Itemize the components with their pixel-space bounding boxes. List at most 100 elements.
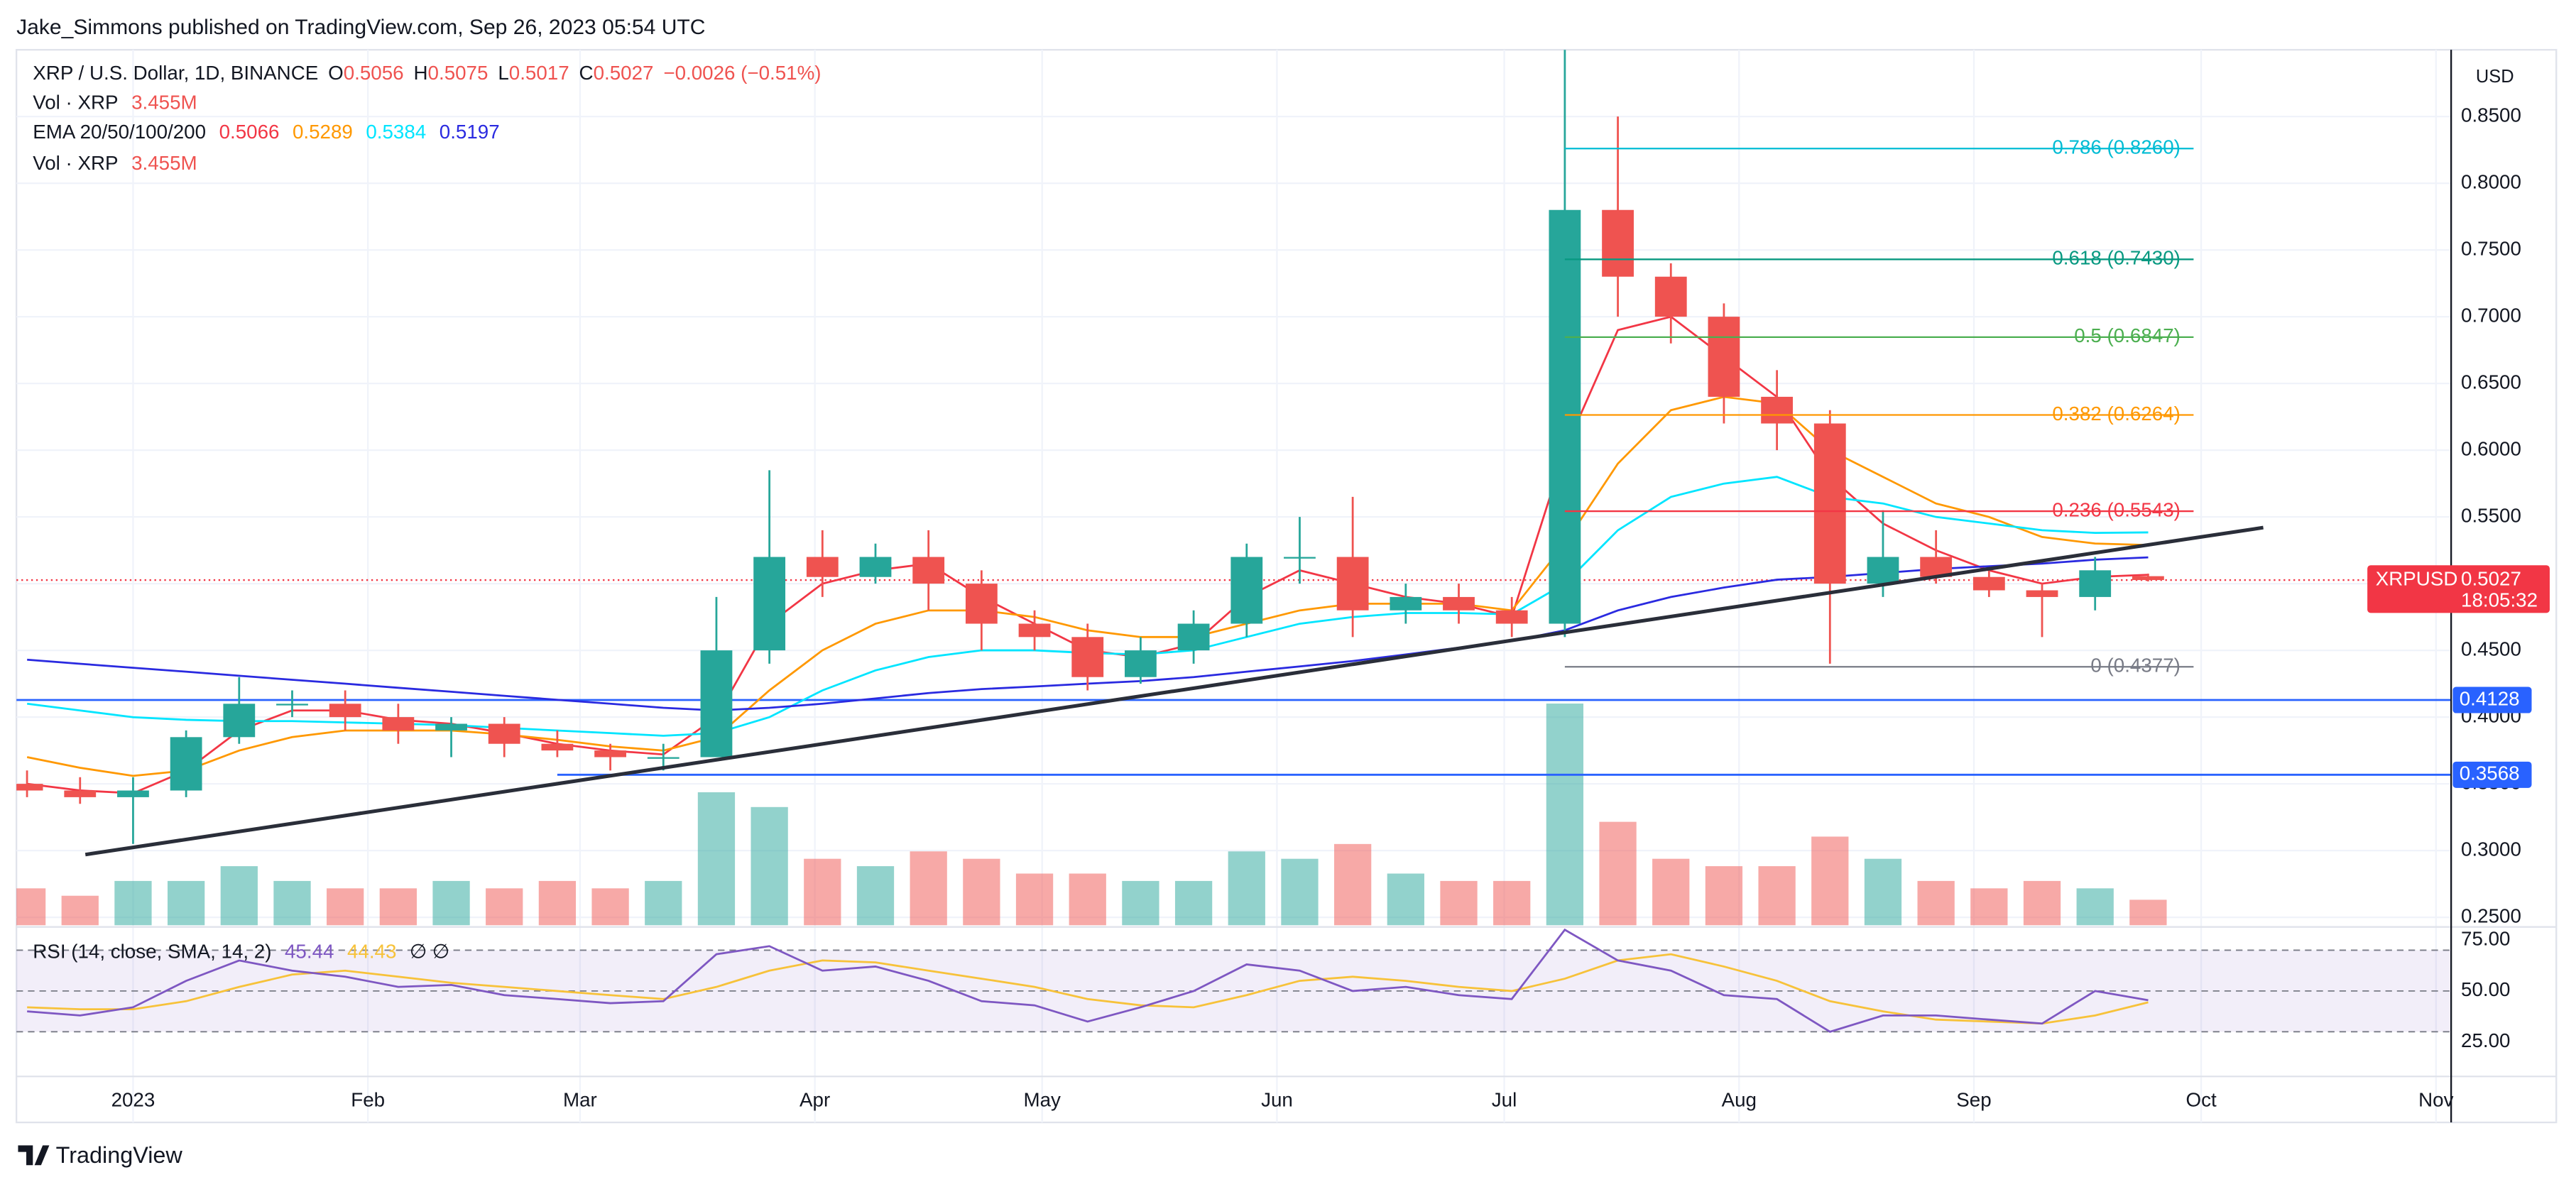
x-tick-label: Oct — [2185, 1088, 2216, 1110]
volume-bar — [856, 866, 895, 926]
candle-body — [2026, 590, 2058, 597]
candle-body — [965, 584, 998, 624]
footer-brand: TradingView — [56, 1142, 183, 1168]
volume-bar — [486, 888, 523, 926]
volume-label: Vol · XRP — [33, 92, 118, 114]
candle-body — [700, 650, 733, 757]
x-tick-label: 2023 — [111, 1088, 155, 1110]
trendline — [84, 525, 2264, 857]
ema-value: 0.5197 — [440, 121, 500, 143]
currency-label: USD — [2476, 67, 2514, 87]
fib-label: 0.382 (0.6264) — [2052, 403, 2181, 425]
ohlc-key: C — [579, 62, 594, 84]
x-tick-label: Sep — [1956, 1088, 1991, 1110]
legend-line: XRP / U.S. Dollar, 1D, BINANCE O0.5056 H0.… — [33, 62, 821, 84]
last-price-label: 0.5027 — [2461, 567, 2521, 589]
x-tick-label: Mar — [563, 1088, 597, 1110]
volume-bar — [1281, 858, 1319, 926]
footer-logo: TradingView — [18, 1142, 182, 1168]
volume-label: Vol · XRP — [33, 152, 118, 174]
volume-bar — [1015, 873, 1054, 926]
volume-bar — [1758, 866, 1796, 926]
y-tick-label: 0.5500 — [2461, 504, 2521, 526]
volume-bar — [910, 851, 947, 926]
ohlc-value: 0.5017 — [509, 62, 569, 84]
candle-body — [16, 784, 43, 791]
volume-value: 3.455M — [131, 92, 197, 114]
candle-body — [647, 757, 680, 759]
candle-body — [1867, 557, 1899, 584]
ema-value: 0.5384 — [366, 121, 426, 143]
volume-bar — [645, 880, 682, 926]
x-tick-label: Aug — [1722, 1088, 1757, 1110]
fib-label: 0.786 (0.8260) — [2052, 136, 2181, 158]
candle-body — [1443, 596, 1475, 611]
volume-value: 3.455M — [131, 152, 197, 174]
volume-bar — [1652, 858, 1690, 926]
volume-bar — [804, 858, 841, 926]
volume-bar — [1864, 858, 1902, 926]
volume-bar — [1599, 821, 1637, 926]
candle-body — [2132, 576, 2164, 581]
legend-line: EMA 20/50/100/200 0.5066 0.5289 0.5384 0.519… — [33, 121, 499, 143]
x-tick-label: Jun — [1261, 1088, 1293, 1110]
ohlc-key: L — [498, 62, 508, 84]
volume-bar — [538, 880, 577, 926]
candle-body — [1390, 596, 1422, 611]
volume-bar — [1387, 873, 1424, 926]
rsi-tick-label: 25.00 — [2461, 1029, 2510, 1051]
fib-label: 0.236 (0.5543) — [2052, 498, 2181, 520]
candle-body — [435, 723, 467, 731]
ohlc-value: 0.5027 — [594, 62, 654, 84]
candle-body — [1071, 637, 1104, 677]
candle-body — [1177, 623, 1210, 651]
candle-body — [1495, 610, 1528, 624]
volume-bar — [1069, 873, 1106, 926]
candle-body — [806, 557, 839, 577]
candle-body — [541, 743, 574, 751]
candle-body — [488, 723, 520, 744]
candle-body — [1708, 317, 1740, 397]
candle-body — [276, 704, 308, 706]
candle-body — [1549, 209, 1581, 624]
fib-label: 0.5 (0.6847) — [2074, 324, 2181, 346]
rsi-extra: ∅ ∅ — [410, 941, 449, 963]
y-tick-label: 0.6000 — [2461, 437, 2521, 459]
volume-bar — [1705, 866, 1743, 926]
candle-body — [1230, 557, 1263, 624]
ema-value: 0.5066 — [219, 121, 280, 143]
candle-body — [1018, 623, 1051, 638]
rsi-label: RSI (14, close, SMA, 14, 2) — [33, 941, 271, 963]
rsi-value: 45.44 — [285, 941, 334, 963]
ohlc-key: O — [328, 62, 344, 84]
candle-body — [753, 557, 786, 651]
volume-bar — [1917, 880, 1955, 926]
volume-bar — [1334, 843, 1372, 926]
volume-bar — [1811, 836, 1849, 926]
candle-body — [1336, 557, 1369, 611]
candle-body — [1284, 557, 1316, 559]
countdown-label: 18:05:32 — [2461, 589, 2538, 611]
price-label: 0.3568 — [2460, 762, 2520, 784]
candle-body — [2079, 570, 2112, 597]
volume-bar — [1174, 880, 1213, 926]
y-tick-label: 0.2500 — [2461, 904, 2521, 926]
candle-body — [1125, 650, 1157, 677]
volume-bar — [61, 895, 99, 926]
fib-label: 0.618 (0.7430) — [2052, 247, 2181, 269]
volume-bar — [379, 888, 417, 926]
x-tick-label: Apr — [799, 1088, 830, 1110]
x-tick-label: Jul — [1492, 1088, 1517, 1110]
candle-body — [64, 790, 97, 797]
volume-bar — [697, 792, 736, 926]
volume-bar — [591, 888, 629, 926]
volume-bar — [167, 880, 205, 926]
candle-body — [329, 704, 361, 718]
candle-body — [1813, 423, 1846, 584]
publish-header: Jake_Simmons published on TradingView.co… — [16, 16, 705, 39]
candle-body — [1602, 209, 1634, 277]
fib-label: 0 (0.4377) — [2090, 655, 2181, 677]
volume-bar — [2129, 899, 2167, 926]
